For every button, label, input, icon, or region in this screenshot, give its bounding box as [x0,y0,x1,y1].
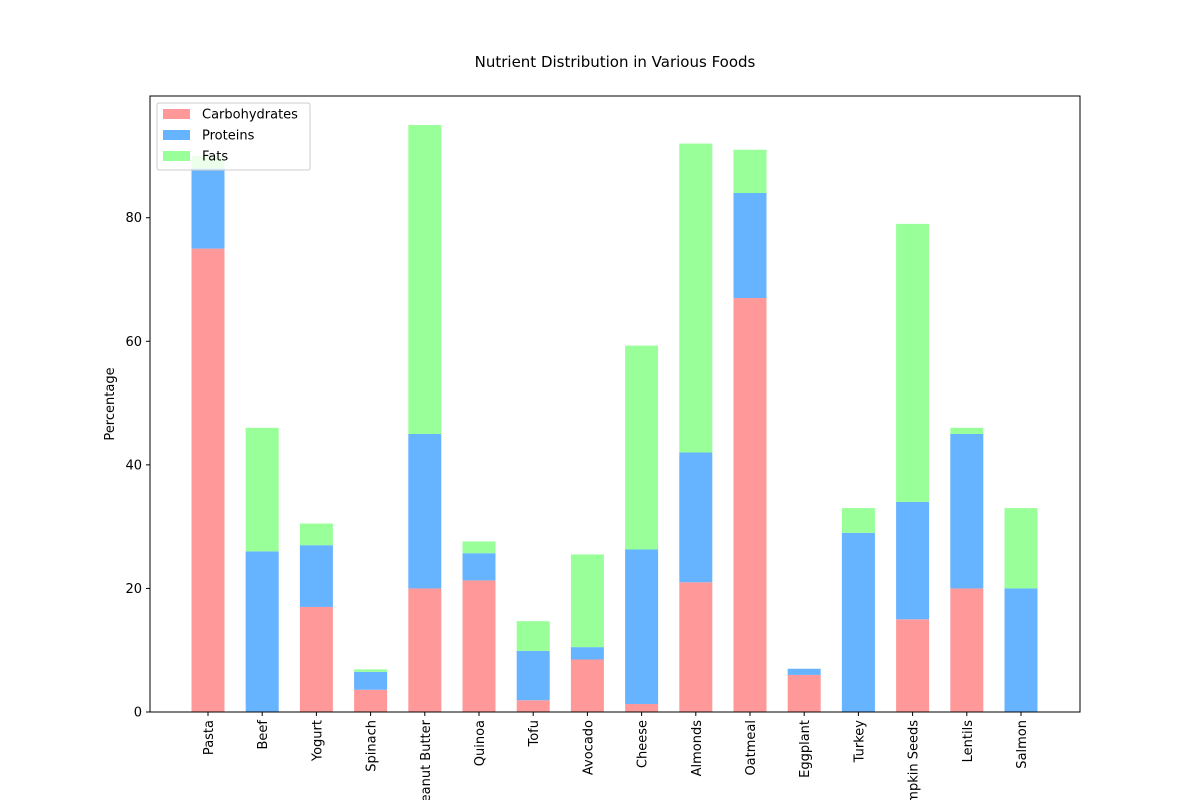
y-tick-label: 40 [125,458,142,473]
bar-fats-oatmeal [733,149,767,194]
x-tick-label: Lentils [961,720,976,763]
bar-fats-tofu [516,621,550,651]
bar-fats-cheese [625,345,659,550]
y-tick-label: 80 [125,211,142,226]
bar-fats-pumpkin-seeds [896,223,930,502]
x-tick-label: Pasta [202,720,217,755]
x-tick-label: Yogurt [310,720,325,762]
bar-proteins-cheese [625,549,659,704]
bar-fats-quinoa [462,541,496,554]
bar-proteins-spinach [354,671,388,690]
bar-proteins-peanut-butter [408,433,442,589]
bar-proteins-turkey [841,532,875,712]
bar-carbohydrates-pumpkin-seeds [896,619,930,712]
bar-carbohydrates-lentils [950,588,984,712]
bar-carbohydrates-almonds [679,582,713,712]
y-tick-label: 0 [134,706,142,721]
y-axis-ticks: 0 20 40 60 80 [125,211,150,721]
x-tick-label: Tofu [527,720,542,748]
legend-box [156,102,311,171]
bar-proteins-yogurt [299,545,333,607]
x-tick-label: Cheese [636,720,651,768]
x-tick-label: Beef [256,720,271,750]
bar-fats-turkey [841,508,875,533]
x-tick-label: Eggplant [798,720,813,778]
bar-carbohydrates-pasta [191,248,225,712]
bar-carbohydrates-avocado [570,659,604,712]
x-tick-label: Oatmeal [744,720,759,776]
bar-proteins-eggplant [787,668,821,675]
bar-proteins-pumpkin-seeds [896,501,930,620]
bar-fats-peanut-butter [408,125,442,434]
bar-proteins-beef [245,551,279,712]
bar-fats-almonds [679,143,713,453]
legend-swatch-fats [163,151,190,161]
x-tick-label: Avocado [581,720,596,775]
bar-carbohydrates-quinoa [462,580,496,712]
legend-label-fats: Fats [202,150,228,165]
y-tick-label: 60 [125,335,142,350]
bar-proteins-tofu [516,650,550,701]
bar-proteins-almonds [679,452,713,583]
bar-carbohydrates-tofu [516,700,550,712]
legend-label-proteins: Proteins [202,129,255,144]
bar-carbohydrates-peanut-butter [408,588,442,712]
legend-swatch-proteins [163,130,190,140]
bar-carbohydrates-spinach [354,689,388,712]
plot-area-frame [149,95,1081,713]
legend-label-carbohydrates: Carbohydrates [202,108,298,123]
bar-carbohydrates-oatmeal [733,298,767,712]
x-tick-label: Almonds [690,720,705,777]
x-axis-ticks: Pasta Beef Yogurt Spinach Peanut Butter Quino… [202,712,1030,804]
x-tick-label: Quinoa [473,720,488,766]
bar-proteins-salmon [1004,588,1038,712]
y-axis-label: Percentage [103,367,118,440]
x-tick-label: Salmon [1015,720,1030,769]
bar-proteins-oatmeal [733,193,767,299]
bar-proteins-lentils [950,433,984,589]
x-tick-label: Pumpkin Seeds [907,720,922,800]
x-tick-label: Peanut Butter [419,719,434,800]
bar-fats-salmon [1004,508,1038,589]
bars-layer [191,125,1038,712]
bar-proteins-pasta [191,168,225,249]
legend: Carbohydrates Proteins Fats [156,102,311,171]
bar-carbohydrates-eggplant [787,674,821,712]
x-tick-label: Spinach [365,720,380,772]
legend-swatch-carbohydrates [163,109,190,119]
bar-proteins-avocado [570,647,604,660]
chart-title: Nutrient Distribution in Various Foods [475,53,756,71]
bar-carbohydrates-cheese [625,703,659,712]
bar-proteins-quinoa [462,553,496,581]
bar-carbohydrates-yogurt [299,606,333,712]
y-tick-label: 20 [125,582,142,597]
bar-fats-beef [245,427,279,552]
x-tick-label: Turkey [852,720,867,764]
bar-fats-avocado [570,554,604,648]
bar-fats-spinach [354,669,388,672]
bar-fats-lentils [950,427,984,434]
bar-fats-yogurt [299,523,333,546]
